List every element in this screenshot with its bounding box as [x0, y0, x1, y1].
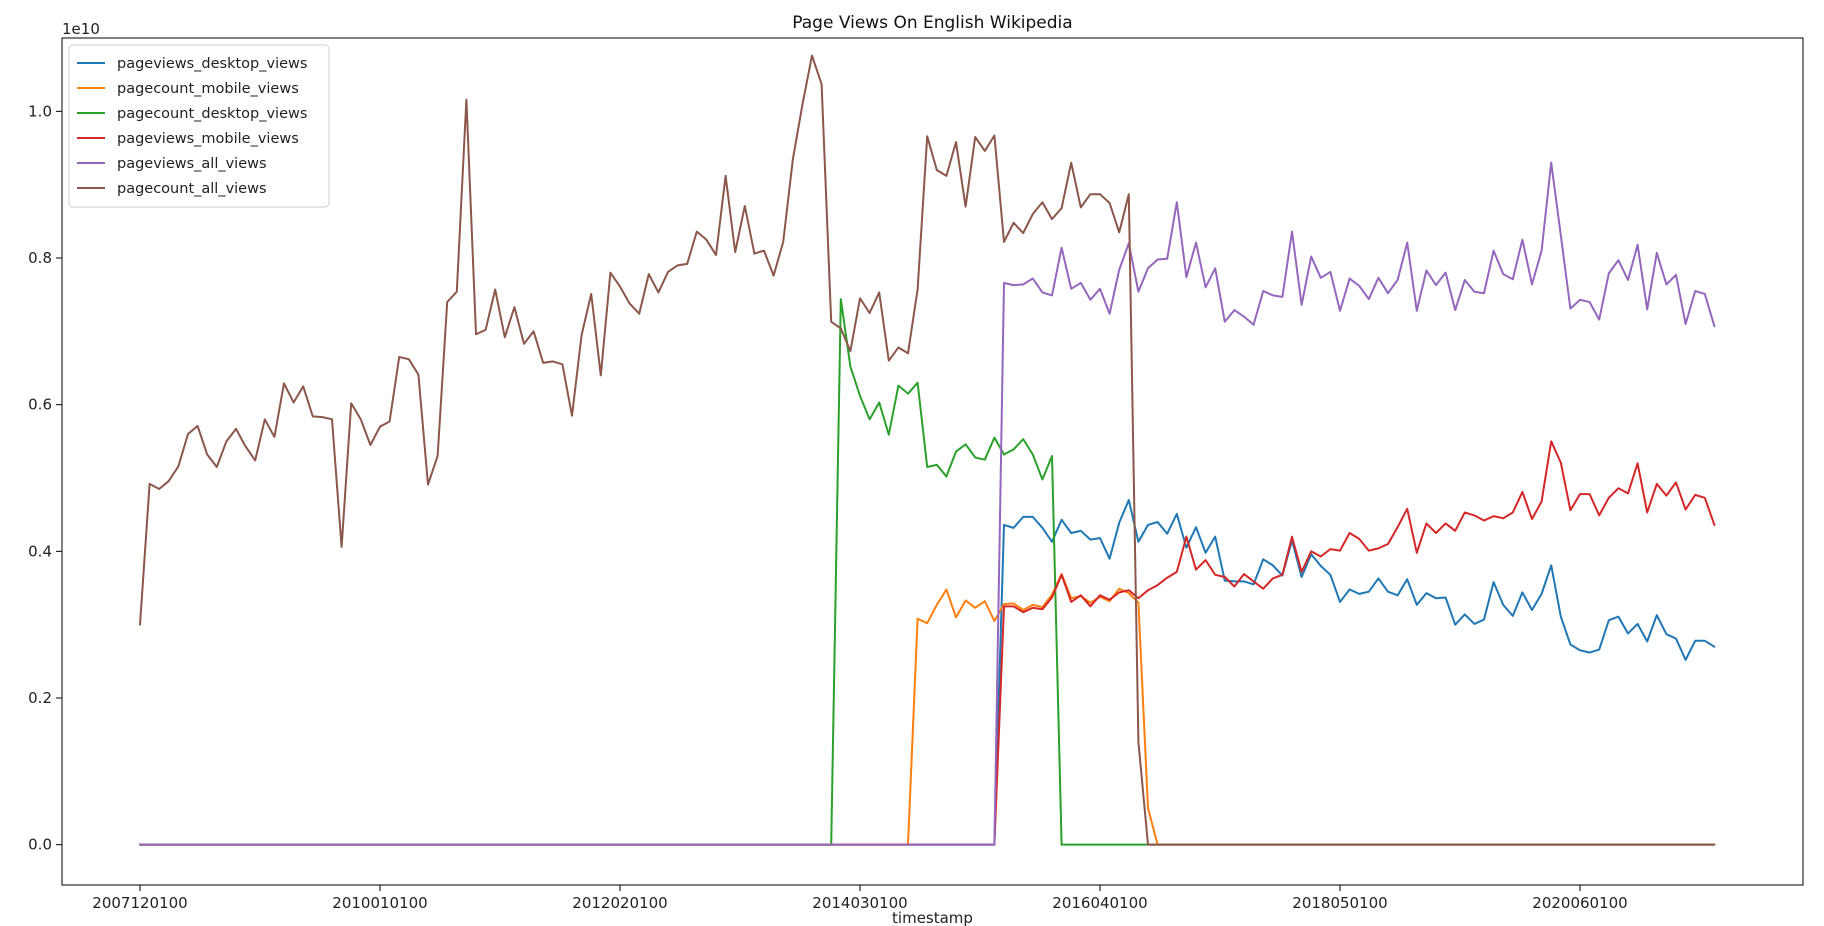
legend-entry-label: pageviews_mobile_views: [117, 131, 299, 147]
x-tick-label: 2020060100: [1532, 894, 1627, 912]
series-lines: [139, 54, 1716, 846]
y-tick-label: 0.0: [28, 836, 52, 854]
legend-entry-label: pageviews_desktop_views: [117, 56, 307, 72]
y-tick-label: 0.4: [28, 542, 52, 560]
axis-ticks: 0.0 0.2 0.4 0.6 0.8 1.0 2007120100 2010010100 20…: [28, 102, 1628, 912]
x-tick-label: 2018050100: [1292, 894, 1387, 912]
x-tick-label: 2010010100: [332, 894, 427, 912]
plot-area-frame: [61, 37, 1804, 886]
y-axis-scale-note: 1e10: [62, 20, 100, 38]
legend-box: [68, 44, 330, 208]
legend-entry-label: pageviews_all_views: [117, 156, 267, 172]
x-tick-label: 2016040100: [1052, 894, 1147, 912]
chart-title: Page Views On English Wikipedia: [792, 13, 1072, 33]
legend-entry-label: pagecount_all_views: [117, 181, 267, 197]
x-tick-label: 2012020100: [572, 894, 667, 912]
y-tick-label: 0.6: [28, 396, 52, 414]
series-line-pagecount-all-views: [139, 54, 1716, 846]
series-line-pageviews-all-views: [139, 161, 1716, 846]
legend-entry-label: pagecount_mobile_views: [117, 81, 299, 97]
y-tick-label: 0.2: [28, 689, 52, 707]
x-axis-label: timestamp: [892, 909, 973, 926]
y-tick-label: 0.8: [28, 249, 52, 267]
x-tick-label: 2007120100: [92, 894, 187, 912]
legend-entry-label: pagecount_desktop_views: [117, 106, 307, 122]
x-tick-label: 2014030100: [812, 894, 907, 912]
y-tick-label: 1.0: [28, 102, 52, 120]
legend: pageviews_desktop_views pagecount_mobile_…: [68, 44, 330, 208]
